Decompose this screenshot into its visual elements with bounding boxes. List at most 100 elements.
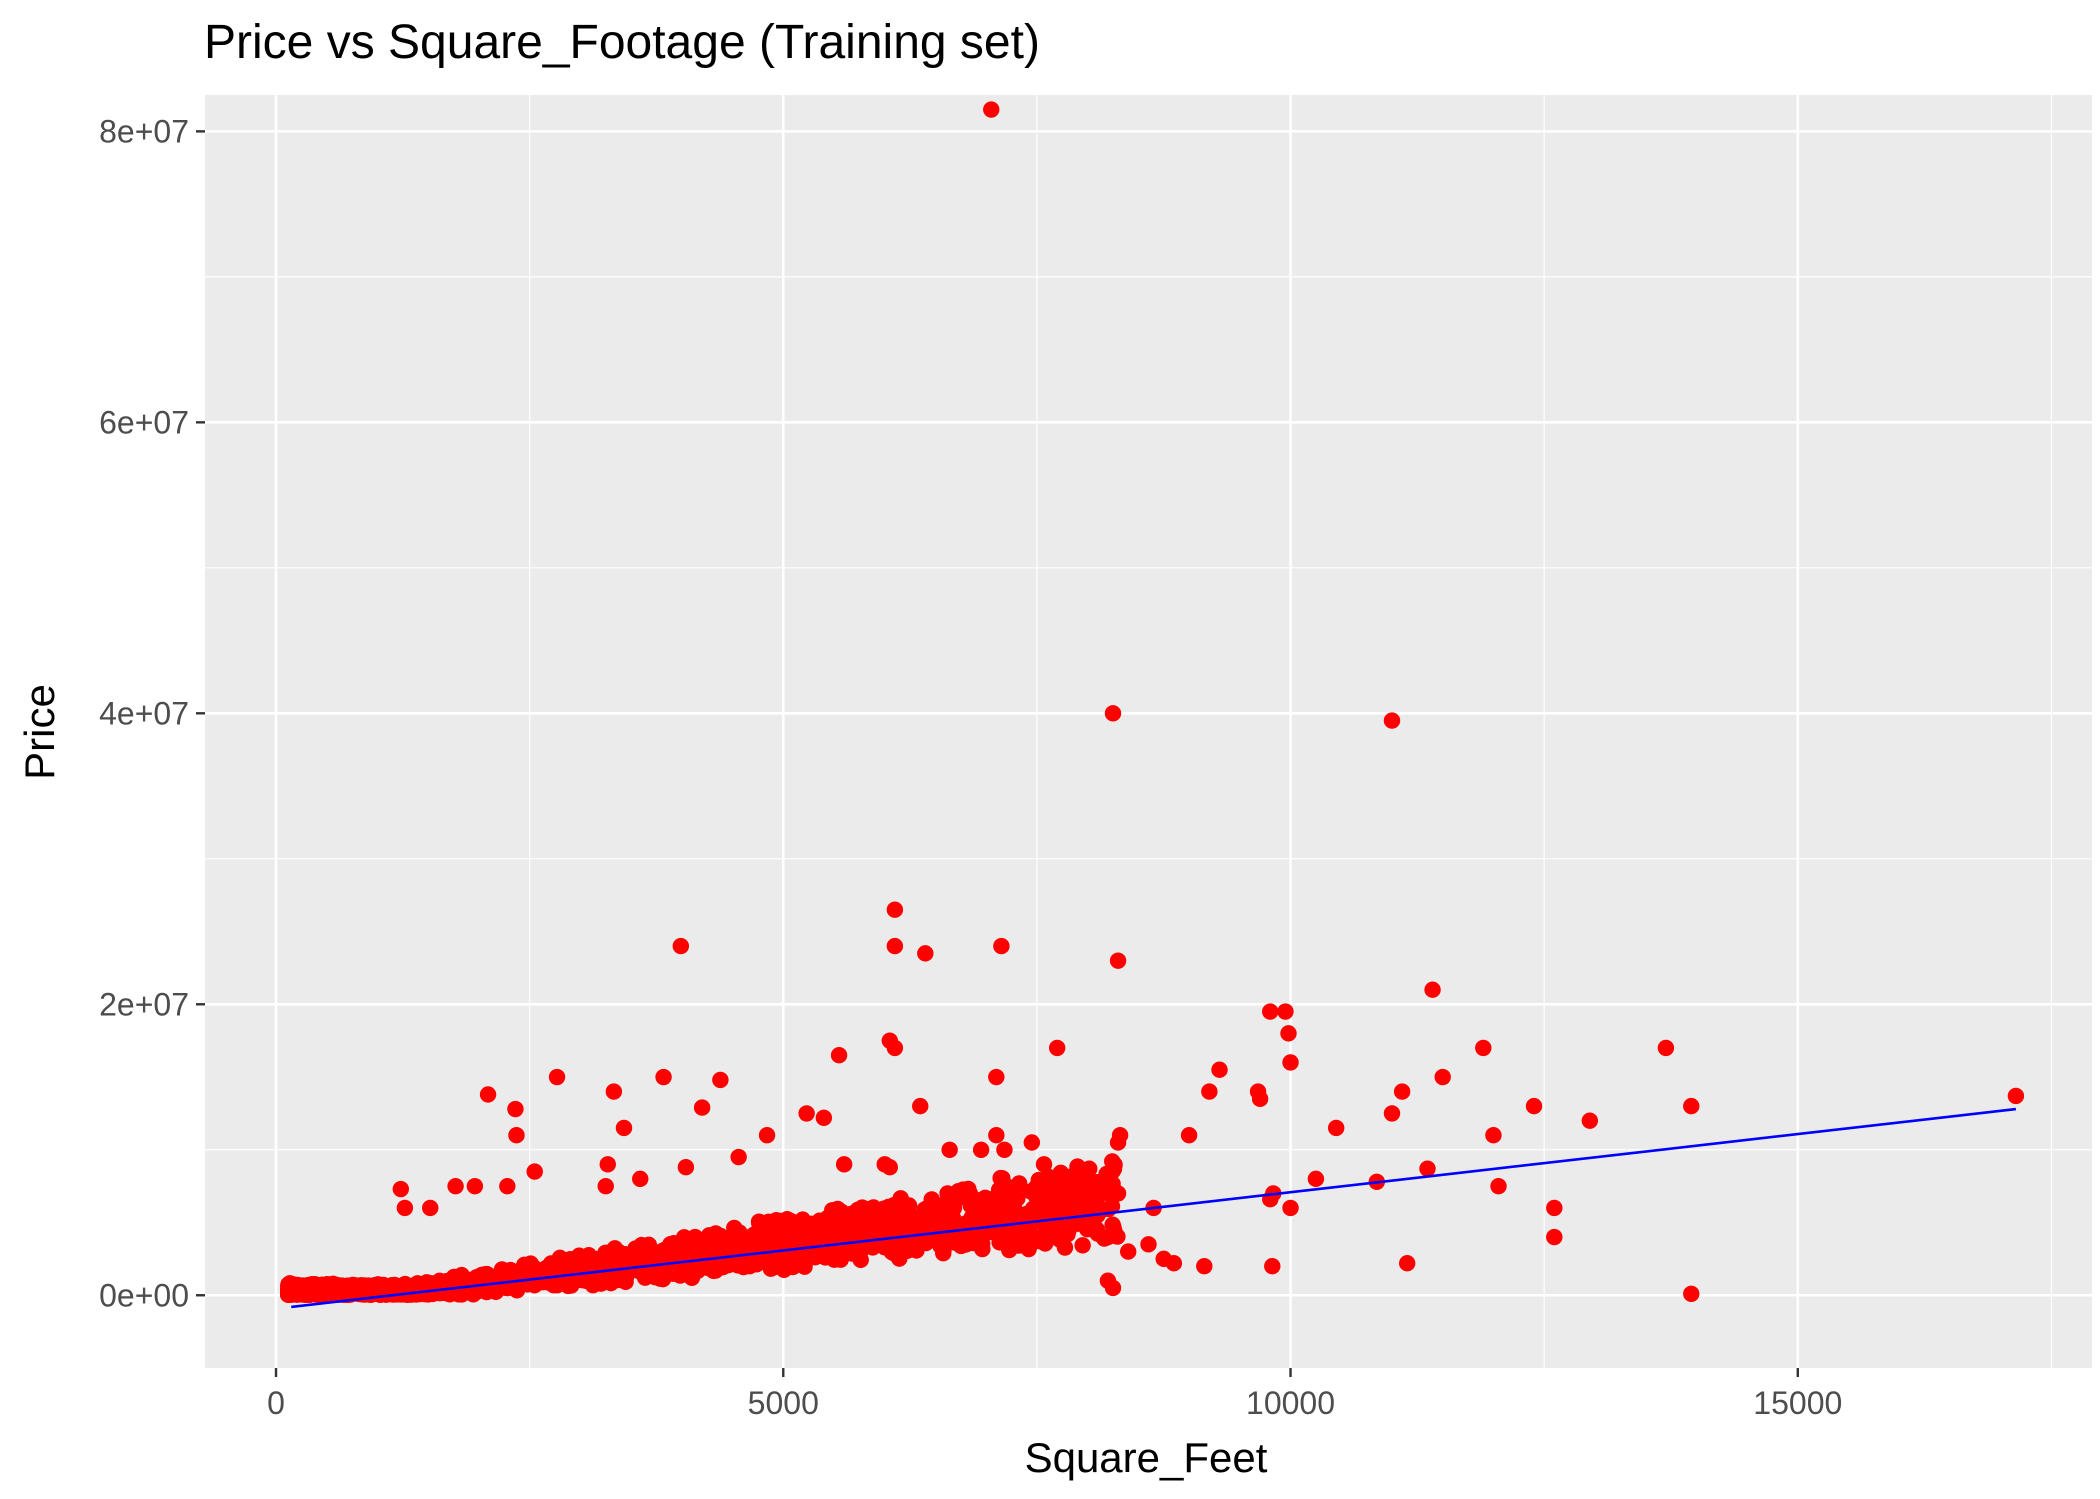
data-point <box>843 1242 860 1259</box>
data-point <box>1104 705 1122 722</box>
data-point <box>1657 1039 1675 1057</box>
axes: 0 5000 10000 15000 0e+00 2e+07 4e+07 6e+07 8e+07 <box>99 113 1842 1421</box>
x-tick-label: 15000 <box>1753 1385 1842 1421</box>
data-point <box>1211 1061 1228 1078</box>
data-point <box>1104 1279 1122 1297</box>
data-point <box>466 1177 484 1195</box>
data-point <box>627 1240 644 1257</box>
data-point <box>858 1200 875 1218</box>
data-point <box>912 1097 929 1115</box>
data-point <box>1280 1025 1297 1042</box>
data-point <box>1020 1240 1037 1258</box>
data-point <box>881 1159 898 1176</box>
data-point <box>911 1209 928 1226</box>
minor-gridlines <box>205 95 2092 1368</box>
y-tick-label: 0e+00 <box>99 1277 189 1313</box>
data-point <box>864 1239 881 1256</box>
x-tick-label: 0 <box>267 1385 285 1421</box>
data-point <box>815 1109 833 1126</box>
data-point <box>811 1212 828 1229</box>
data-point <box>935 1245 952 1262</box>
data-point <box>1009 1190 1026 1207</box>
data-point <box>1046 1178 1063 1196</box>
data-point <box>422 1199 439 1217</box>
plot-panel <box>205 95 2092 1368</box>
y-axis-label: Price <box>16 684 63 780</box>
data-point <box>917 1234 935 1252</box>
data-point <box>996 1141 1013 1158</box>
data-point <box>1546 1199 1563 1217</box>
data-point <box>526 1163 543 1180</box>
data-point <box>1201 1083 1218 1100</box>
data-point <box>1581 1112 1599 1129</box>
data-point <box>1546 1228 1563 1246</box>
data-point <box>797 1216 814 1233</box>
data-point <box>605 1083 623 1100</box>
data-point <box>950 1183 967 1200</box>
data-point <box>662 1235 679 1253</box>
data-point <box>508 1127 525 1144</box>
data-point <box>1485 1127 1502 1144</box>
data-point <box>296 1285 314 1303</box>
data-point <box>1393 1083 1411 1100</box>
data-point <box>1048 1039 1066 1057</box>
data-point <box>1180 1127 1198 1144</box>
data-point <box>890 1207 907 1225</box>
data-point <box>2007 1087 2025 1105</box>
data-point <box>362 1286 379 1303</box>
y-tick-label: 8e+07 <box>99 113 189 149</box>
data-point <box>1434 1068 1451 1086</box>
data-point <box>693 1099 711 1116</box>
x-tick-label: 10000 <box>1246 1385 1335 1421</box>
major-gridlines <box>205 95 2092 1368</box>
data-point <box>1282 1199 1299 1217</box>
data-point <box>450 1286 467 1303</box>
fit-line <box>291 1107 2017 1309</box>
data-point <box>991 1234 1008 1251</box>
data-point <box>1104 1216 1121 1233</box>
data-point <box>1262 1003 1279 1020</box>
data-point <box>782 1253 799 1271</box>
data-point <box>1264 1257 1281 1275</box>
data-point <box>1251 1090 1269 1108</box>
data-point <box>1683 1285 1700 1303</box>
data-point <box>1106 1156 1123 1173</box>
data-point <box>730 1148 747 1166</box>
data-point <box>1039 1215 1056 1233</box>
data-point <box>1683 1097 1700 1115</box>
data-point <box>974 1240 991 1258</box>
data-point <box>1061 1177 1079 1195</box>
data-point <box>655 1068 672 1086</box>
data-point <box>741 1257 758 1275</box>
data-point <box>892 1244 909 1261</box>
data-point <box>632 1170 649 1188</box>
data-point <box>1424 981 1441 998</box>
data-point <box>886 901 904 918</box>
data-point <box>447 1177 464 1195</box>
data-point <box>413 1280 431 1297</box>
data-point <box>963 1209 980 1226</box>
data-point <box>830 1047 848 1064</box>
data-point <box>835 1156 853 1173</box>
data-point <box>1383 1105 1401 1122</box>
data-point <box>1023 1134 1041 1151</box>
data-point <box>1010 1175 1028 1192</box>
data-point <box>677 1159 695 1176</box>
data-point <box>719 1230 736 1247</box>
data-point <box>686 1263 704 1280</box>
data-point <box>499 1177 516 1195</box>
data-point <box>1196 1257 1213 1275</box>
data-point <box>693 1237 710 1255</box>
data-point <box>599 1156 616 1173</box>
data-point <box>1282 1054 1299 1071</box>
data-point <box>779 1221 796 1238</box>
data-point <box>1109 1185 1127 1202</box>
data-point <box>479 1086 497 1103</box>
data-point <box>886 937 904 955</box>
data-point <box>988 1068 1005 1086</box>
data-point <box>751 1215 768 1232</box>
data-point <box>1081 1160 1098 1177</box>
data-point <box>931 1222 949 1240</box>
data-point <box>883 1222 900 1240</box>
